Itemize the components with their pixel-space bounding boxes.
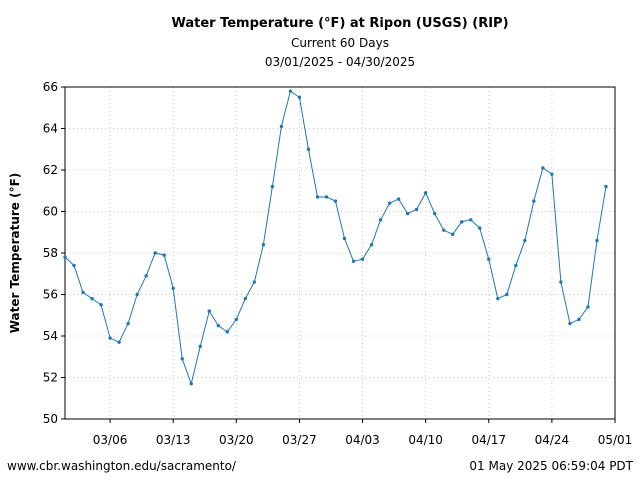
y-tick-label: 60 [43,205,58,219]
y-axis-label: Water Temperature (°F) [8,173,22,334]
x-tick-label: 03/27 [282,433,317,447]
data-point [189,382,193,386]
data-point [243,296,248,301]
data-point [135,292,139,297]
data-point [360,257,365,261]
y-tick-label: 52 [43,371,58,385]
data-point [441,228,446,232]
data-point [396,197,401,201]
data-point [423,191,428,195]
data-point [198,344,202,349]
data-point [171,286,175,290]
data-point [342,236,347,241]
data-point [469,218,473,222]
data-point [270,184,275,189]
x-tick-label: 04/03 [345,433,380,447]
y-tick-label: 62 [43,163,58,177]
data-point [153,251,157,255]
data-point [144,274,148,278]
data-point [324,195,329,199]
data-point [487,257,491,261]
chart-subtitle-period: Current 60 Days [291,36,389,50]
data-point [604,184,608,189]
data-point [288,89,293,93]
x-tick-label: 03/20 [219,433,254,447]
x-tick-label: 03/06 [93,433,128,447]
y-tick-label: 56 [43,288,58,302]
data-point [532,199,536,203]
data-point [387,201,392,205]
data-point [514,263,518,268]
data-point [117,340,121,344]
data-point [90,296,94,301]
data-point [432,211,437,216]
data-point [306,147,311,151]
data-point [505,292,509,297]
data-point [586,305,590,309]
data-point [478,226,482,230]
data-point [577,317,581,322]
data-point [297,95,302,100]
axes: 50 52 54 56 58 60 62 64 66 03/06 03/13 03/20 03/27 04… [43,80,633,447]
data-point [315,195,320,199]
data-point [568,321,572,326]
data-point [541,166,545,170]
y-tick-label: 64 [43,122,58,136]
data-point [234,317,239,322]
data-point [559,280,563,284]
grid [65,87,615,419]
data-point [369,243,374,247]
data-point [126,321,130,326]
data-point [550,172,554,176]
chart-subtitle-range: 03/01/2025 - 04/30/2025 [265,55,415,69]
series-line [64,90,607,386]
y-tick-label: 58 [43,246,58,260]
data-point [207,309,211,313]
x-tick-label: 04/17 [471,433,506,447]
y-tick-label: 66 [43,80,58,94]
data-point [460,220,464,224]
x-tick-label: 03/13 [156,433,191,447]
data-point [523,238,527,243]
x-tick-label: 05/01 [598,433,633,447]
data-point [451,232,455,237]
data-series [63,89,608,386]
data-point [378,218,383,222]
y-tick-label: 50 [43,412,58,426]
data-point [351,259,356,263]
x-tick-label: 04/10 [408,433,443,447]
data-point [81,290,85,295]
data-point [180,357,184,361]
data-point [279,124,284,129]
data-point [225,330,229,334]
data-point [333,199,338,203]
data-point [108,336,112,340]
data-point [496,296,500,301]
source-url[interactable]: www.cbr.washington.edu/sacramento/ [7,459,237,473]
data-point [63,255,67,259]
data-point [414,207,419,212]
data-point [72,263,76,268]
timestamp: 01 May 2025 06:59:04 PDT [469,459,633,473]
y-tick-label: 54 [43,329,58,343]
data-point [216,323,220,328]
data-point [405,211,410,216]
data-point [162,253,166,257]
data-point [595,238,599,243]
data-point [252,280,257,284]
plot-frame [64,86,616,420]
x-tick-label: 04/24 [535,433,570,447]
data-point [99,303,103,307]
chart-title: Water Temperature (°F) at Ripon (USGS) (… [171,16,508,31]
data-point [261,243,266,247]
